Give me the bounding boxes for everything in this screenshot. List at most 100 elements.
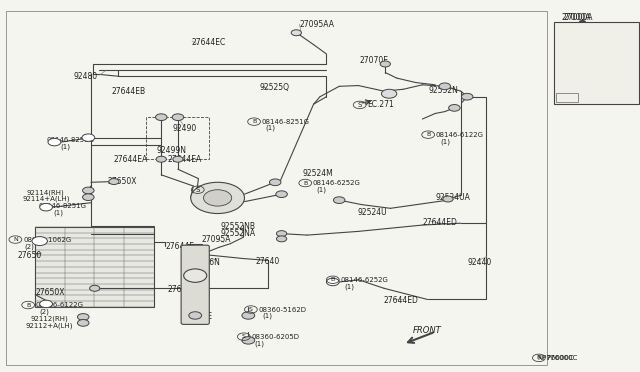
Text: (1): (1) bbox=[255, 340, 265, 347]
Bar bbox=[556, 93, 578, 102]
Text: 27644EA: 27644EA bbox=[114, 155, 148, 164]
Text: FRONT: FRONT bbox=[413, 326, 442, 335]
Circle shape bbox=[109, 179, 119, 185]
Text: 08360-5162D: 08360-5162D bbox=[259, 307, 307, 312]
Text: 08146-8251G: 08146-8251G bbox=[38, 203, 86, 209]
Circle shape bbox=[90, 285, 100, 291]
Circle shape bbox=[189, 312, 202, 319]
Text: 08146-8251G: 08146-8251G bbox=[46, 137, 94, 143]
Bar bbox=[35, 227, 154, 307]
Text: 92112(RH): 92112(RH) bbox=[31, 316, 68, 323]
Text: 92114(RH): 92114(RH) bbox=[27, 189, 65, 196]
Circle shape bbox=[276, 231, 287, 237]
Text: (2): (2) bbox=[40, 308, 49, 315]
Text: S: S bbox=[249, 307, 253, 312]
Text: 92440: 92440 bbox=[467, 258, 492, 267]
Text: 27644EA: 27644EA bbox=[168, 155, 202, 164]
Text: 92524U: 92524U bbox=[357, 208, 387, 217]
Circle shape bbox=[191, 182, 244, 214]
Circle shape bbox=[449, 105, 460, 111]
Text: 92114+A(LH): 92114+A(LH) bbox=[22, 195, 70, 202]
Text: 27000A: 27000A bbox=[562, 13, 591, 22]
Text: 08360-6205D: 08360-6205D bbox=[252, 334, 300, 340]
Text: 08146-6252G: 08146-6252G bbox=[340, 277, 388, 283]
Circle shape bbox=[173, 156, 183, 162]
Text: 08146-8251G: 08146-8251G bbox=[262, 119, 310, 125]
Text: 27644ED: 27644ED bbox=[422, 218, 457, 227]
Circle shape bbox=[579, 20, 586, 24]
Text: N: N bbox=[13, 237, 18, 242]
Text: (1): (1) bbox=[266, 125, 276, 131]
Text: (1): (1) bbox=[61, 144, 71, 150]
Circle shape bbox=[242, 312, 255, 319]
Circle shape bbox=[83, 194, 94, 201]
Bar bbox=[6, 11, 547, 365]
Circle shape bbox=[172, 114, 184, 121]
Text: B: B bbox=[331, 277, 335, 282]
Text: EC.271: EC.271 bbox=[367, 100, 394, 109]
Text: 27644ED: 27644ED bbox=[384, 296, 419, 305]
Text: (1): (1) bbox=[262, 313, 273, 320]
Text: NP76000C: NP76000C bbox=[538, 355, 574, 361]
Circle shape bbox=[184, 269, 207, 282]
Text: 08146-6122G: 08146-6122G bbox=[36, 302, 84, 308]
Text: (2): (2) bbox=[24, 243, 34, 250]
Text: 27644EB: 27644EB bbox=[112, 87, 146, 96]
Text: S: S bbox=[196, 187, 200, 193]
Text: B: B bbox=[26, 302, 30, 308]
Text: EC.274: EC.274 bbox=[205, 185, 232, 194]
Text: 27000A: 27000A bbox=[563, 13, 593, 22]
Circle shape bbox=[443, 196, 453, 202]
Circle shape bbox=[77, 320, 89, 326]
Text: 92499N: 92499N bbox=[157, 146, 187, 155]
Text: 27644EC: 27644EC bbox=[192, 38, 227, 47]
Circle shape bbox=[333, 197, 345, 203]
Text: N: N bbox=[536, 355, 541, 360]
Bar bbox=[554, 22, 639, 104]
Text: 27644E: 27644E bbox=[165, 242, 194, 251]
Text: (1): (1) bbox=[53, 209, 63, 216]
Text: 92480: 92480 bbox=[74, 72, 98, 81]
Circle shape bbox=[242, 337, 255, 344]
Text: (1): (1) bbox=[440, 138, 451, 145]
Circle shape bbox=[276, 191, 287, 198]
Text: B: B bbox=[252, 119, 256, 124]
Text: S: S bbox=[358, 102, 362, 108]
FancyBboxPatch shape bbox=[181, 245, 209, 324]
Text: 27095AA: 27095AA bbox=[300, 20, 335, 29]
Circle shape bbox=[77, 314, 89, 320]
Circle shape bbox=[380, 61, 390, 67]
Circle shape bbox=[204, 190, 232, 206]
Text: (1): (1) bbox=[317, 186, 327, 193]
Circle shape bbox=[40, 300, 52, 308]
Circle shape bbox=[439, 83, 451, 90]
Text: 92552NB: 92552NB bbox=[221, 222, 256, 231]
Text: 27640: 27640 bbox=[256, 257, 280, 266]
Circle shape bbox=[40, 203, 52, 211]
Text: 92552NA: 92552NA bbox=[221, 229, 256, 238]
Text: 27650X: 27650X bbox=[35, 288, 65, 296]
Text: P76000C: P76000C bbox=[547, 355, 578, 361]
Text: 92112+A(LH): 92112+A(LH) bbox=[26, 322, 73, 329]
Circle shape bbox=[156, 156, 166, 162]
Text: 92552N: 92552N bbox=[429, 86, 459, 95]
Text: 27095A: 27095A bbox=[202, 235, 231, 244]
Text: 92524M: 92524M bbox=[302, 169, 333, 178]
Circle shape bbox=[291, 30, 301, 36]
Circle shape bbox=[82, 134, 95, 141]
Text: B: B bbox=[426, 132, 430, 137]
Circle shape bbox=[276, 236, 287, 242]
Text: 92490: 92490 bbox=[173, 124, 197, 133]
Circle shape bbox=[83, 187, 94, 194]
Circle shape bbox=[269, 179, 281, 186]
Text: 27650X: 27650X bbox=[108, 177, 137, 186]
Circle shape bbox=[156, 114, 167, 121]
Text: 27650: 27650 bbox=[18, 251, 42, 260]
Text: 27644E: 27644E bbox=[168, 285, 196, 294]
Circle shape bbox=[381, 89, 397, 98]
Circle shape bbox=[32, 237, 47, 246]
Text: B: B bbox=[303, 180, 307, 186]
Circle shape bbox=[461, 93, 473, 100]
Circle shape bbox=[326, 278, 339, 286]
Text: 27070E: 27070E bbox=[360, 56, 388, 65]
